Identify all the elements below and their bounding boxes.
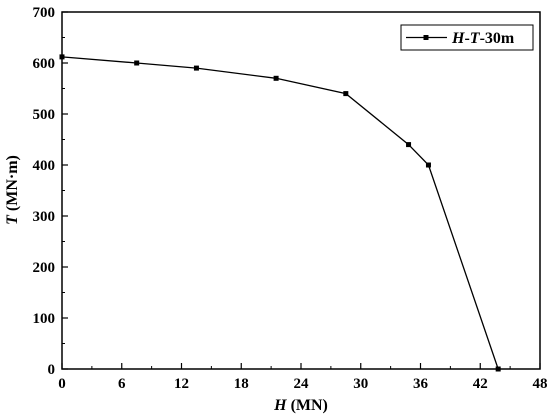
data-point — [343, 91, 349, 97]
x-tick-label: 30 — [353, 376, 368, 392]
y-tick-label: 600 — [33, 56, 56, 72]
y-tick-label: 100 — [33, 311, 56, 327]
legend-dash-1: - — [464, 30, 469, 47]
x-tick-label: 48 — [533, 376, 548, 392]
x-axis-unit: (MN) — [287, 397, 328, 414]
legend-marker — [423, 35, 429, 40]
data-point — [406, 142, 412, 148]
y-tick-label: 300 — [33, 209, 56, 225]
x-tick-label: 0 — [58, 376, 66, 392]
x-tick-label: 24 — [294, 376, 310, 392]
y-tick-label: 200 — [33, 260, 56, 276]
legend-label: H-T-30m — [451, 30, 515, 47]
x-axis-ticks — [61, 363, 541, 369]
data-point — [134, 60, 140, 66]
y-axis-ticks — [62, 11, 68, 370]
x-axis-tick-labels: 0 6 12 18 24 30 36 42 48 — [58, 376, 547, 392]
x-axis-title: H (MN) — [273, 397, 328, 414]
x-tick-label: 12 — [174, 376, 189, 392]
data-point — [425, 162, 431, 168]
data-point — [193, 65, 199, 71]
y-axis-tick-labels: 0 100 200 300 400 500 600 700 — [33, 5, 56, 378]
x-tick-label: 42 — [473, 376, 488, 392]
data-point — [59, 54, 65, 60]
series-line — [61, 56, 499, 370]
series-layer — [59, 54, 501, 372]
legend-suffix: -30m — [480, 30, 515, 47]
x-tick-label: 36 — [413, 376, 429, 392]
y-axis-title: T (MN·m) — [4, 155, 21, 225]
x-tick-label: 18 — [234, 376, 249, 392]
legend-var-h: H — [451, 30, 465, 47]
y-tick-label: 0 — [48, 362, 56, 378]
legend: H-T-30m — [400, 24, 534, 51]
y-tick-label: 700 — [33, 5, 56, 21]
y-axis-unit: (MN·m) — [4, 155, 21, 215]
y-tick-label: 500 — [33, 107, 56, 123]
x-tick-label: 6 — [118, 376, 126, 392]
plot-frame — [61, 11, 541, 370]
data-point — [495, 366, 501, 372]
data-point — [273, 75, 279, 81]
y-tick-label: 400 — [33, 158, 56, 174]
x-axis-var: H — [273, 397, 287, 414]
y-axis-var: T — [4, 214, 21, 225]
legend-var-t: T — [470, 30, 481, 47]
